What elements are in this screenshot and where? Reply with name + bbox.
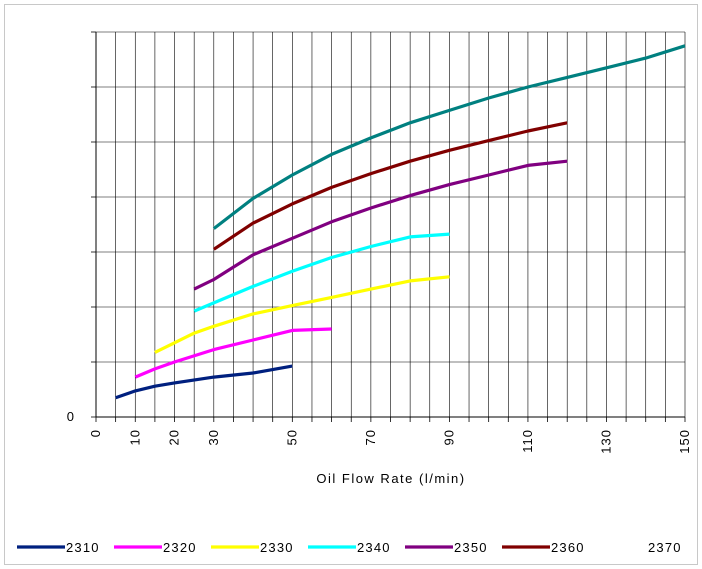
legend: 2310 2320 2330 2340 2350 2360 2370: [17, 540, 682, 555]
label-layer: 0 10 20 30 50 70 90 110 130 150 0: [67, 409, 692, 454]
x-tick-label: 10: [127, 429, 142, 445]
series-line-2330: [154, 275, 450, 354]
series-layer: [115, 44, 686, 400]
x-tick-label: 110: [520, 429, 535, 453]
legend-label-2340: 2340: [357, 540, 391, 555]
legend-label-2370: 2370: [648, 540, 682, 555]
x-tick-label: 0: [88, 429, 103, 437]
x-tick-label: 150: [677, 429, 692, 454]
y-tick-label: 0: [67, 409, 74, 424]
legend-label-2350: 2350: [454, 540, 488, 555]
x-tick-label: 20: [167, 429, 182, 445]
x-tick-label: 90: [441, 429, 456, 445]
series-line-2310: [115, 364, 293, 400]
legend-label-2330: 2330: [260, 540, 294, 555]
x-axis-label: Oil Flow Rate (l/min): [316, 471, 465, 486]
series-line-2320: [134, 327, 332, 379]
x-tick-label: 30: [206, 429, 221, 445]
x-tick-label: 130: [598, 429, 613, 454]
series-line-2360: [212, 121, 568, 251]
chart-frame: [4, 4, 698, 565]
series-line-2370: [212, 44, 686, 230]
series-line-2350: [193, 159, 568, 291]
legend-label-2360: 2360: [551, 540, 585, 555]
legend-label-2320: 2320: [163, 540, 197, 555]
axis-layer: [91, 31, 686, 422]
x-tick-label: 70: [363, 429, 378, 445]
x-tick-label: 50: [284, 429, 299, 445]
legend-label-2310: 2310: [66, 540, 100, 555]
series-line-2340: [193, 232, 450, 313]
grid-layer: [96, 31, 686, 417]
